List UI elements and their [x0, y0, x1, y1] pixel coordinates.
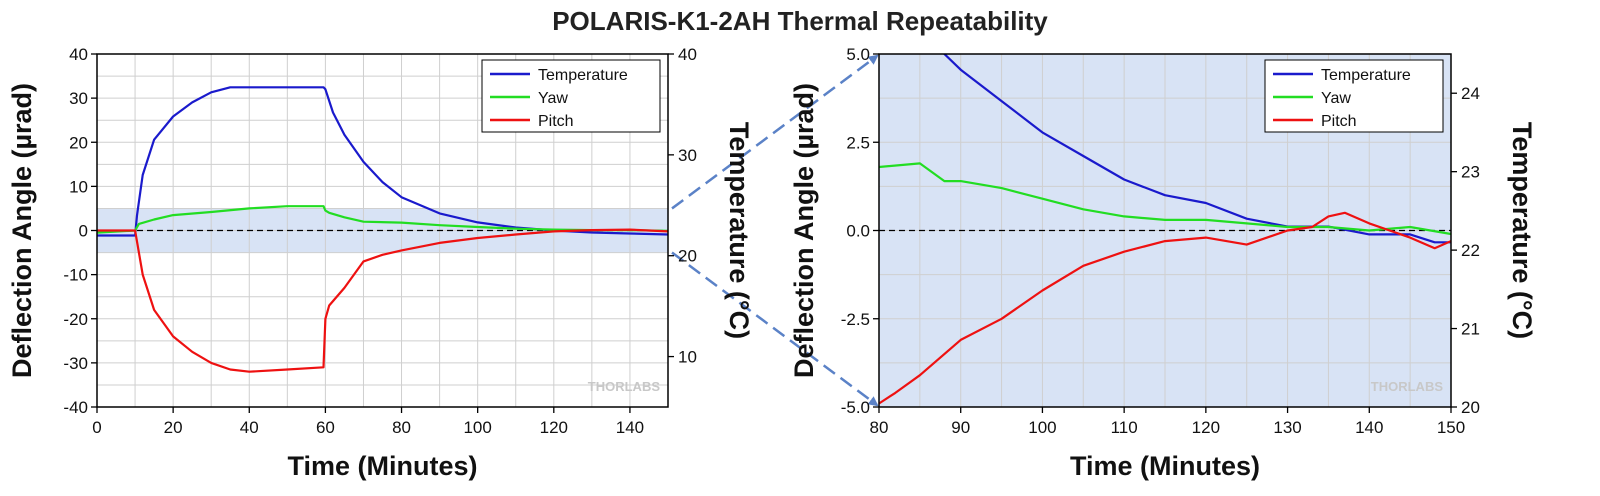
series-group [97, 86, 668, 373]
chart-right: THORLABS 80 90 100 110 120 130 140 150 -5.0 -2.5 0.… [789, 45, 1537, 481]
legend-label-pitch: Pitch [1321, 113, 1357, 130]
chart-left: THORLABS 0 20 40 60 80 100 120 140 -40 -30 -20 -10 0 1… [7, 45, 754, 481]
y-tick-label: -10 [63, 266, 88, 285]
legend-label-temperature: Temperature [1321, 67, 1411, 84]
legend: Temperature Yaw Pitch [1264, 59, 1444, 133]
x-tick-label: 40 [240, 418, 259, 437]
y2-axis-label: Temperature (°C) [724, 122, 754, 339]
x-tick-label: 20 [164, 418, 183, 437]
legend-label-yaw: Yaw [1321, 90, 1351, 107]
x-tick-label: 100 [1028, 418, 1056, 437]
y-tick-label: 10 [69, 177, 88, 196]
x-axis-label: Time (Minutes) [1070, 451, 1260, 481]
y2-tick-label: 20 [678, 247, 697, 266]
y-tick-label: 0.0 [846, 222, 870, 241]
y2-tick-label: 23 [1461, 163, 1480, 182]
figure-title: POLARIS-K1-2AH Thermal Repeatability [552, 6, 1048, 36]
y2-tick-label: 30 [678, 146, 697, 165]
legend-label-temperature: Temperature [538, 67, 628, 84]
series-line-temperature [943, 54, 1451, 244]
x-tick-label: 80 [870, 418, 889, 437]
y-axis-label: Deflection Angle (µrad) [789, 83, 819, 378]
series-line-pitch [879, 211, 1451, 405]
y2-tick-label: 10 [678, 348, 697, 367]
x-tick-label: 140 [1355, 418, 1383, 437]
y-tick-label: 0 [79, 222, 88, 241]
zoom-connectors [671, 54, 879, 407]
series-line-pitch [97, 228, 668, 373]
y2-tick-label: 21 [1461, 320, 1480, 339]
x-tick-label: 60 [316, 418, 335, 437]
y2-tick-label: 40 [678, 45, 697, 64]
series-line-yaw [97, 205, 668, 234]
y-tick-label: 40 [69, 45, 88, 64]
x-tick-label: 0 [92, 418, 101, 437]
y2-tick-label: 22 [1461, 241, 1480, 260]
x-tick-label: 140 [616, 418, 644, 437]
zoom-connector-top [671, 54, 879, 210]
y-tick-label: -20 [63, 310, 88, 329]
x-tick-label: 120 [1192, 418, 1220, 437]
y-tick-label: -2.5 [841, 310, 870, 329]
legend-label-yaw: Yaw [538, 90, 568, 107]
legend: Temperature Yaw Pitch [481, 59, 661, 133]
x-tick-label: 90 [951, 418, 970, 437]
y-tick-label: 5.0 [846, 45, 870, 64]
y-tick-label: 30 [69, 89, 88, 108]
y2-tick-label: 20 [1461, 398, 1480, 417]
x-tick-label: 100 [463, 418, 491, 437]
watermark: THORLABS [1371, 379, 1444, 394]
y-tick-label: -5.0 [841, 398, 870, 417]
x-tick-label: 150 [1437, 418, 1465, 437]
y2-tick-label: 24 [1461, 84, 1480, 103]
series-line-temperature [97, 86, 668, 237]
x-tick-label: 80 [392, 418, 411, 437]
x-tick-label: 110 [1111, 418, 1138, 437]
x-tick-label: 130 [1273, 418, 1301, 437]
y-tick-label: -40 [63, 398, 88, 417]
y-tick-label: 2.5 [846, 133, 870, 152]
y2-axis-label: Temperature (°C) [1507, 122, 1537, 339]
legend-label-pitch: Pitch [538, 113, 574, 130]
x-tick-label: 120 [540, 418, 568, 437]
y-tick-label: -30 [63, 354, 88, 373]
y-axis-label: Deflection Angle (µrad) [7, 83, 37, 378]
y-tick-label: 20 [69, 133, 88, 152]
series-group [879, 54, 1451, 405]
watermark: THORLABS [588, 379, 661, 394]
x-axis-label: Time (Minutes) [287, 451, 477, 481]
series-line-yaw [879, 162, 1451, 236]
zoom-connector-bottom [671, 251, 879, 407]
